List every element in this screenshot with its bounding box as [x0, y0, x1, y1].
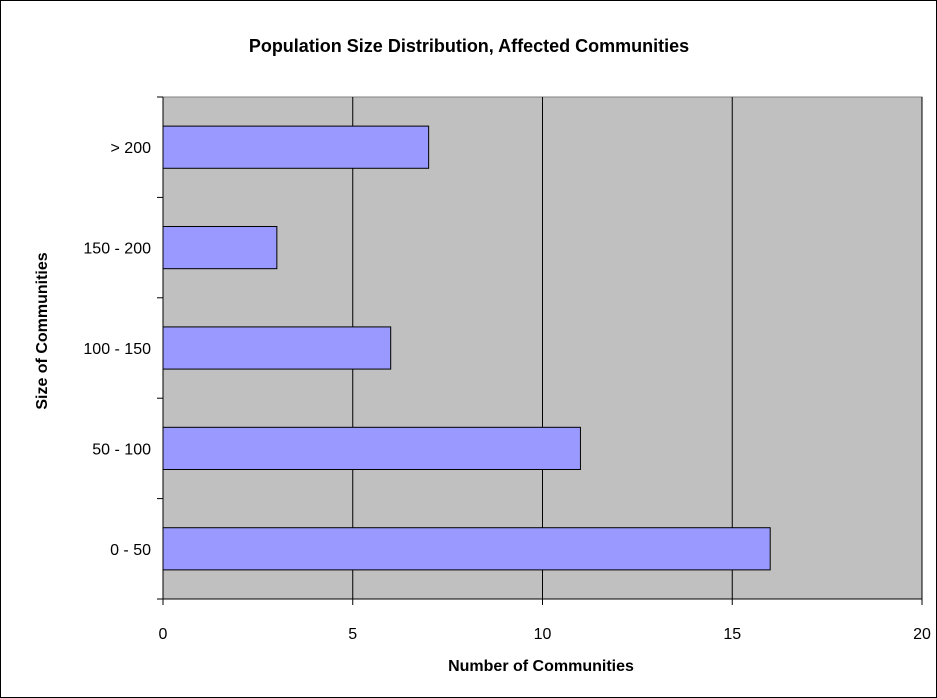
x-tick-label-4: 20 — [913, 626, 931, 643]
y-tick-label-1: 50 - 100 — [92, 441, 151, 458]
bar-2 — [162, 326, 392, 370]
x-tick-label-1: 5 — [348, 626, 357, 643]
x-tick-label-0: 0 — [159, 626, 168, 643]
y-tick-label-3: 150 - 200 — [83, 241, 151, 258]
bar-3 — [162, 226, 278, 270]
bars — [162, 125, 771, 571]
y-tick-label-2: 100 - 150 — [83, 341, 151, 358]
x-axis-title: Number of Communities — [448, 658, 634, 675]
y-axis-title: Size of Communities — [34, 252, 51, 409]
y-tick-label-4: > 200 — [111, 140, 152, 157]
y-tick-label-0: 0 - 50 — [110, 542, 151, 559]
chart-title: Population Size Distribution, Affected C… — [249, 36, 689, 56]
bar-0 — [162, 527, 771, 571]
tick-labels: 0 5 10 15 20 0 - 50 50 - 100 100 - 150 150 - 200… — [83, 140, 931, 643]
bar-4 — [162, 125, 430, 169]
bar-1 — [162, 426, 581, 470]
axes — [157, 96, 923, 605]
x-tick-label-2: 10 — [534, 626, 552, 643]
x-tick-label-3: 15 — [723, 626, 741, 643]
